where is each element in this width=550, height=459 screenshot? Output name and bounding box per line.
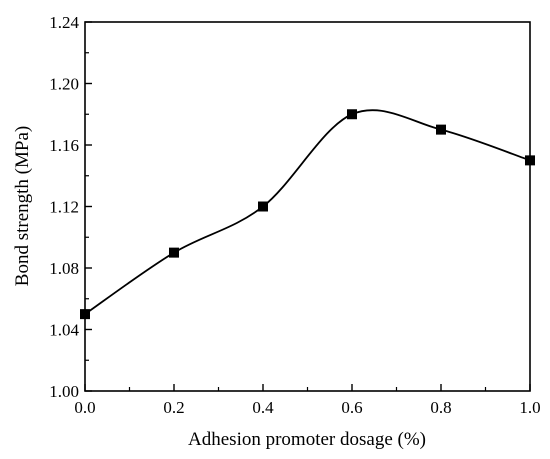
data-point [347, 109, 357, 120]
x-tick-label: 0.6 [341, 398, 362, 417]
x-axis-title: Adhesion promoter dosage (%) [188, 429, 426, 450]
y-tick-label: 1.00 [49, 382, 79, 401]
y-tick-label: 1.12 [49, 198, 79, 217]
data-point [80, 309, 90, 320]
x-tick-label: 0.4 [252, 398, 274, 417]
data-point [258, 201, 268, 212]
y-axis-ticks: 1.00 1.04 1.08 1.12 1.16 1.20 1.24 [49, 13, 92, 401]
y-tick-label: 1.04 [49, 321, 79, 340]
data-point [169, 247, 179, 258]
y-tick-label: 1.08 [49, 259, 79, 278]
data-point [525, 155, 535, 166]
x-tick-label: 0.8 [430, 398, 451, 417]
plot-frame [84, 21, 531, 392]
data-markers [80, 109, 535, 320]
y-tick-label: 1.20 [49, 75, 79, 94]
x-tick-label: 0.0 [74, 398, 95, 417]
data-point [436, 124, 446, 135]
x-axis-ticks: 0.0 0.2 0.4 0.6 0.8 1.0 [74, 384, 541, 417]
y-tick-label: 1.24 [49, 13, 79, 32]
series-line [84, 109, 531, 315]
x-tick-label: 0.2 [163, 398, 184, 417]
y-axis-title: Bond strength (MPa) [12, 126, 33, 286]
x-tick-label: 1.0 [519, 398, 540, 417]
y-tick-label: 1.16 [49, 136, 79, 155]
